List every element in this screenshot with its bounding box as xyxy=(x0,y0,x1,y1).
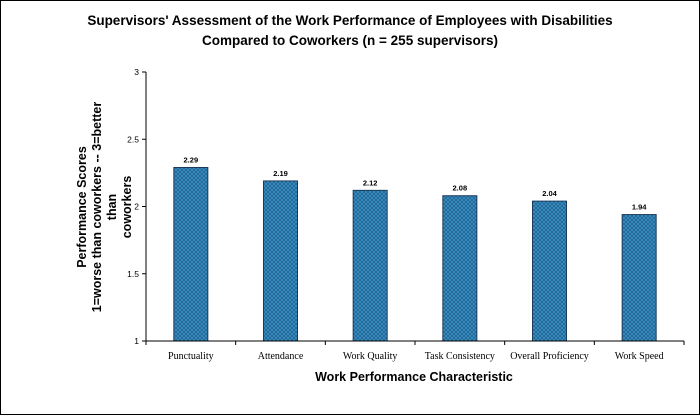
bar xyxy=(352,189,388,342)
x-category-label: Punctuality xyxy=(168,351,214,362)
x-category-label: Overall Proficiency xyxy=(510,351,589,362)
bar-data-label: 2.19 xyxy=(273,169,288,178)
chart-title-line-2: Compared to Coworkers (n = 255 superviso… xyxy=(202,33,498,48)
y-tick-label: 3 xyxy=(134,67,139,77)
bar-data-label: 2.04 xyxy=(542,189,557,198)
bar-data-label: 2.29 xyxy=(184,155,199,164)
x-category-label: Work Quality xyxy=(343,351,397,362)
bar xyxy=(532,200,567,342)
bar-data-label: 2.12 xyxy=(363,178,378,187)
labels-layer: 2.29 Punctuality 2.19 Attendance 2.12 Work Qu… xyxy=(168,155,664,362)
x-category-label: Attendance xyxy=(258,351,304,362)
y-tick-label: 1 xyxy=(134,336,139,346)
y-tick-label: 1.5 xyxy=(127,269,139,279)
y-tick-label: 2 xyxy=(134,202,139,212)
bar xyxy=(442,195,478,342)
bar xyxy=(621,214,657,342)
bars-layer xyxy=(173,166,657,342)
x-category-label: Work Speed xyxy=(615,351,664,362)
x-axis-label: Work Performance Characteristic xyxy=(315,370,513,384)
chart-title-line-1: Supervisors' Assessment of the Work Perf… xyxy=(87,13,613,28)
bar xyxy=(263,180,298,342)
bar-data-label: 2.08 xyxy=(453,184,468,193)
axes-layer: 1 1.5 2 2.5 3 xyxy=(127,67,685,346)
x-category-label: Task Consistency xyxy=(425,351,495,362)
y-tick-label: 2.5 xyxy=(127,134,139,144)
bar-data-label: 1.94 xyxy=(632,203,647,212)
bar xyxy=(173,166,209,342)
